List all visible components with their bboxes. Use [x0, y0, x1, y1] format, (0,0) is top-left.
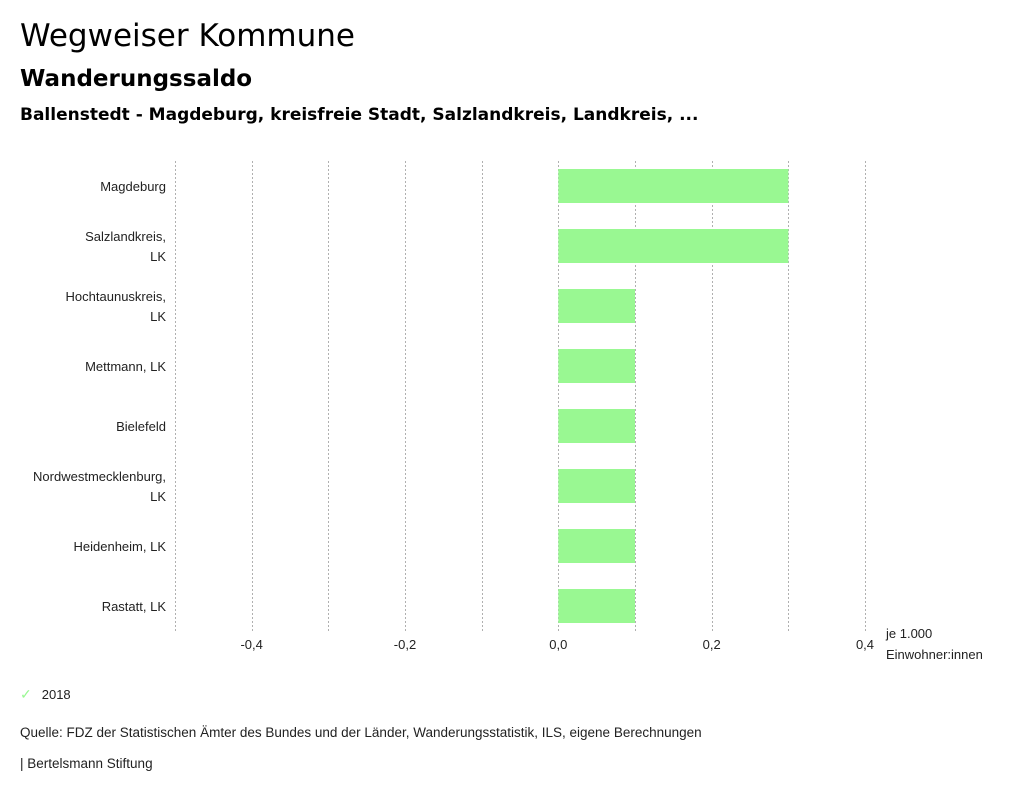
tick-label: -0,2 — [394, 637, 416, 652]
bar[interactable] — [558, 589, 635, 623]
category-label: Bielefeld — [116, 419, 166, 434]
bar-chart: Magdeburg Salzlandkreis, LK Hochtaunuskreis… — [33, 161, 983, 662]
brand-credit: | Bertelsmann Stiftung — [20, 756, 153, 771]
category-label: Salzlandkreis, LK — [85, 229, 166, 264]
bar[interactable] — [558, 289, 635, 323]
tick-label: 0,2 — [703, 637, 721, 652]
bar[interactable] — [558, 349, 635, 383]
bar[interactable] — [558, 409, 635, 443]
tick-label: 0,4 — [856, 637, 874, 652]
bar[interactable] — [558, 529, 635, 563]
legend-label: 2018 — [41, 687, 71, 702]
legend[interactable]: ✓ 2018 — [20, 686, 71, 703]
bar[interactable] — [558, 169, 789, 203]
category-label: Heidenheim, LK — [74, 539, 167, 554]
selection-label: Ballenstedt - Magdeburg, kreisfreie Stad… — [20, 105, 699, 125]
category-label: Nordwestmecklenburg, LK — [33, 469, 166, 504]
category-label: Rastatt, LK — [102, 599, 167, 614]
axis-unit-label: je 1.000 Einwohner:innen — [885, 626, 983, 662]
bar[interactable] — [558, 469, 635, 503]
page-title: Wegweiser Kommune — [20, 18, 355, 54]
tick-label: -0,4 — [240, 637, 262, 652]
source-note: Quelle: FDZ der Statistischen Ämter des … — [20, 725, 702, 740]
bar[interactable] — [558, 229, 789, 263]
check-icon: ✓ — [20, 686, 32, 702]
category-label: Magdeburg — [100, 179, 166, 194]
category-label: Hochtaunuskreis, LK — [66, 289, 167, 324]
chart-subtitle: Wanderungssaldo — [20, 66, 253, 92]
tick-label: 0,0 — [549, 637, 567, 652]
category-label: Mettmann, LK — [85, 359, 166, 374]
